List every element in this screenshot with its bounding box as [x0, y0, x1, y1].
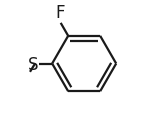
Text: S: S [28, 55, 39, 73]
Text: F: F [55, 4, 65, 22]
